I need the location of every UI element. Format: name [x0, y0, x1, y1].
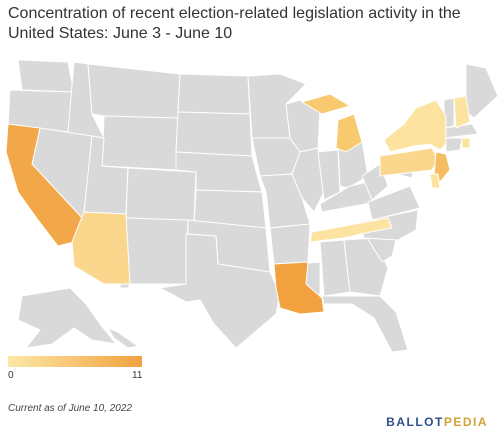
state-new-york [383, 99, 447, 153]
state-iowa [251, 137, 301, 177]
legend-gradient-bar [8, 356, 142, 367]
footnote: Current as of June 10, 2022 [8, 403, 132, 414]
state-alaska [17, 287, 118, 349]
state-florida [321, 295, 409, 352]
state-pennsylvania [379, 147, 439, 177]
state-connecticut [445, 137, 463, 153]
state-michigan [300, 93, 363, 153]
legend-max-label: 11 [132, 370, 143, 381]
state-louisiana [273, 261, 325, 315]
state-arkansas [269, 223, 311, 265]
state-colorado [125, 167, 197, 223]
legend-min-label: 0 [8, 370, 14, 381]
state-hawaii [106, 326, 140, 349]
state-north-dakota [177, 73, 251, 115]
state-california [5, 123, 85, 247]
state-virginia [367, 185, 421, 221]
color-legend: 0 11 [8, 356, 142, 381]
state-maine [465, 63, 499, 119]
base-states [7, 59, 499, 352]
state-new-mexico [119, 217, 189, 289]
state-new-hampshire [453, 95, 471, 129]
state-tennessee [309, 217, 393, 243]
logo-part2: PEDIA [443, 415, 488, 429]
map-title: Concentration of recent election-related… [8, 5, 461, 42]
state-montana [87, 63, 181, 119]
state-texas [158, 233, 281, 349]
logo-part1: BALLOT [386, 415, 444, 429]
state-arizona [71, 211, 131, 285]
state-delaware [429, 173, 441, 189]
ballotpedia-logo: BALLOTPEDIA [386, 415, 488, 429]
state-wyoming [101, 115, 179, 171]
state-washington [17, 59, 75, 93]
state-rhode-island [461, 137, 471, 149]
state-south-dakota [175, 111, 253, 157]
us-map [5, 59, 499, 352]
state-illinois [291, 147, 325, 213]
highlighted-states [5, 93, 471, 315]
